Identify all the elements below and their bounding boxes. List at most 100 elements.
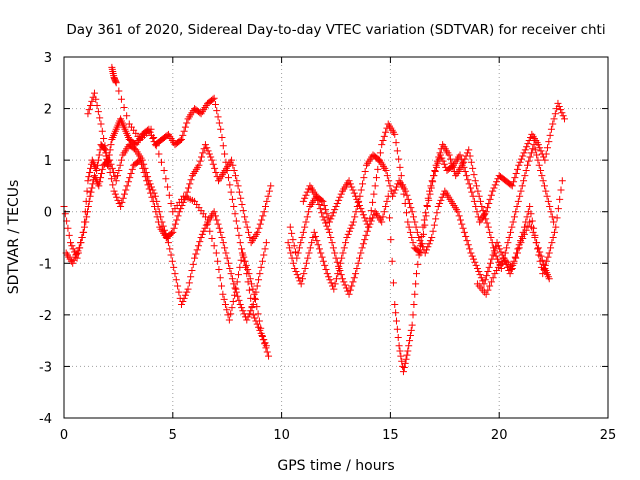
data-point (355, 197, 363, 205)
data-point (312, 232, 320, 240)
data-point (385, 177, 393, 185)
data-point (448, 159, 456, 167)
data-point (552, 223, 560, 231)
data-point (301, 223, 309, 231)
data-point (512, 208, 520, 216)
data-point (543, 192, 551, 200)
data-point (356, 192, 364, 200)
data-point (284, 239, 292, 247)
data-point (506, 270, 514, 278)
data-point (354, 259, 362, 267)
data-point (289, 259, 297, 267)
data-point (397, 352, 405, 360)
data-point (69, 245, 77, 253)
y-axis: -4 -3 -2 -1 0 1 2 3 (39, 51, 608, 427)
data-point (466, 184, 474, 192)
data-point (560, 115, 568, 123)
data-point (482, 215, 490, 223)
data-point (248, 304, 256, 312)
data-point (408, 321, 416, 329)
data-point (404, 195, 412, 203)
data-point (205, 150, 213, 158)
data-point (359, 211, 367, 219)
data-point (415, 234, 423, 241)
data-point (456, 216, 464, 224)
data-point (84, 203, 92, 211)
data-point (170, 263, 178, 271)
data-point (369, 198, 377, 206)
data-point (542, 187, 550, 195)
data-point (350, 274, 358, 282)
x-axis: 0 5 10 15 20 25 (60, 57, 616, 443)
data-point (336, 259, 344, 267)
data-point (544, 197, 552, 205)
data-point (485, 263, 493, 271)
data-point (393, 325, 401, 333)
data-point (95, 151, 103, 159)
data-point (472, 261, 480, 269)
data-point (357, 249, 365, 257)
data-point (508, 182, 516, 190)
data-point (176, 137, 184, 145)
data-point (538, 256, 546, 264)
data-point (403, 351, 411, 359)
data-point (232, 217, 240, 225)
series-track-d (108, 63, 273, 360)
data-point (116, 161, 124, 169)
data-point (222, 249, 230, 257)
data-point (166, 245, 174, 253)
data-point (258, 331, 266, 339)
data-point (471, 258, 479, 266)
data-point (201, 224, 209, 232)
data-point (244, 265, 252, 273)
data-point (493, 267, 501, 275)
data-point (466, 152, 474, 160)
data-point (154, 218, 162, 226)
data-point (430, 221, 438, 229)
data-point (390, 189, 398, 197)
data-point (405, 223, 413, 231)
data-point (343, 234, 351, 241)
data-point (513, 165, 521, 173)
x-axis-label: GPS time / hours (277, 458, 394, 474)
data-point (550, 218, 558, 226)
data-point (288, 229, 296, 237)
data-point (83, 213, 91, 221)
data-point (337, 271, 345, 279)
data-point (215, 224, 223, 232)
data-point (160, 166, 168, 174)
data-point (227, 188, 235, 196)
data-point (392, 183, 400, 191)
data-point (69, 259, 77, 267)
data-point (231, 172, 239, 180)
data-point (286, 223, 294, 231)
data-point (226, 264, 234, 272)
data-point (151, 203, 159, 211)
data-point (339, 275, 347, 283)
data-point (225, 259, 233, 267)
data-point (508, 264, 516, 272)
data-point (290, 242, 298, 250)
data-point (367, 217, 375, 225)
data-point (235, 271, 243, 279)
data-point (237, 194, 245, 202)
data-point (473, 182, 481, 190)
data-point (245, 286, 253, 294)
data-point (413, 270, 421, 278)
data-point (548, 239, 556, 247)
data-point (347, 224, 355, 232)
data-point (191, 254, 199, 262)
data-point (195, 161, 203, 169)
data-point (544, 144, 552, 152)
data-point (209, 160, 217, 168)
data-point (295, 274, 303, 282)
data-point (262, 344, 270, 352)
data-point (95, 182, 103, 190)
data-point (321, 261, 329, 269)
data-point (319, 197, 327, 205)
data-point (463, 237, 471, 245)
data-point (547, 208, 555, 216)
y-tick-label: -3 (39, 360, 52, 375)
data-point (392, 317, 400, 325)
data-point (517, 187, 525, 195)
